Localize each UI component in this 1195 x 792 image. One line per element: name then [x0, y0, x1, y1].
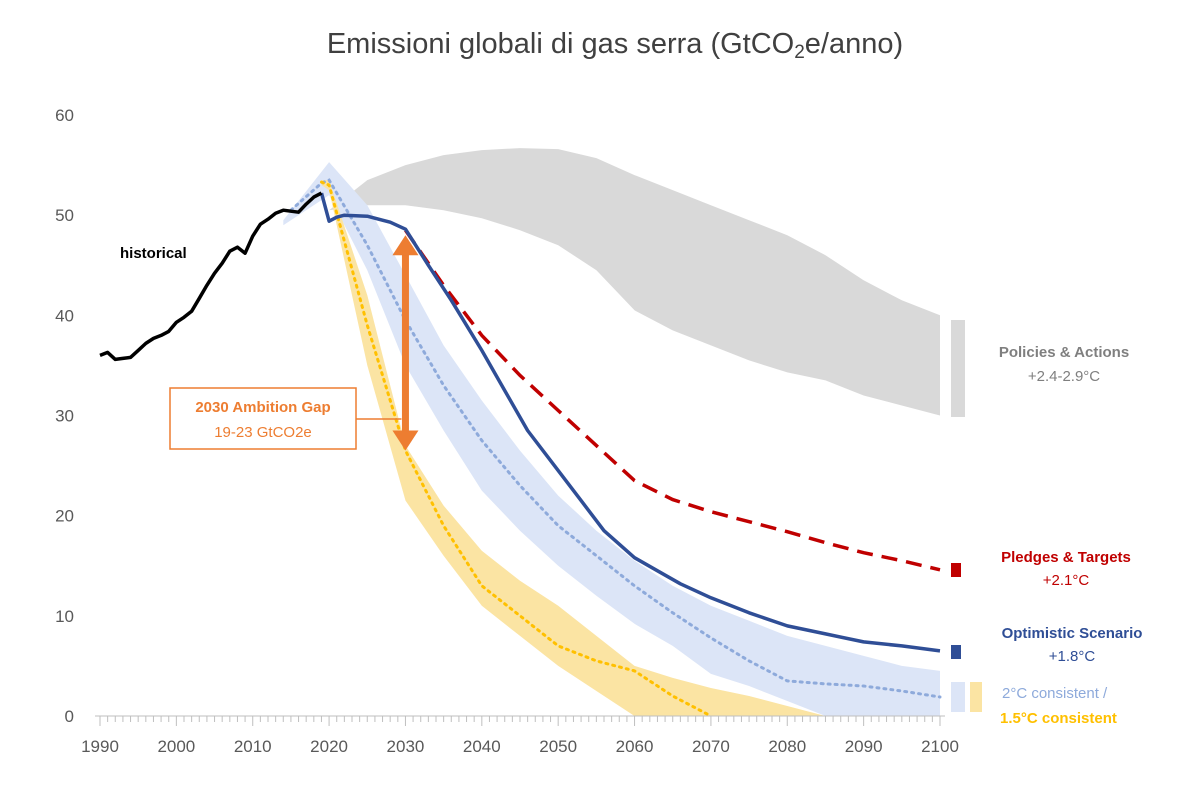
gap-arrow-head-down — [392, 430, 419, 451]
x-tick-label: 2040 — [463, 737, 501, 756]
optimistic-label: Optimistic Scenario — [1002, 625, 1143, 642]
line-1-5c — [320, 180, 713, 718]
x-tick-label: 2010 — [234, 737, 272, 756]
line-2c — [289, 178, 942, 699]
band-2c — [283, 162, 940, 717]
line-historical — [99, 191, 323, 362]
x-tick-label: 2060 — [616, 737, 654, 756]
x-tick-label: 2090 — [845, 737, 883, 756]
gap-box — [169, 387, 357, 450]
line-optimistic — [319, 192, 941, 653]
pledges-temp: +2.1°C — [1043, 572, 1090, 589]
y-tick-label: 20 — [55, 507, 74, 526]
optimistic-temp: +1.8°C — [1049, 648, 1096, 665]
historical-label: historical — [120, 245, 187, 262]
x-tick-label: 2030 — [387, 737, 425, 756]
x-tick-label: 2000 — [157, 737, 195, 756]
policies-legend-bar — [951, 320, 965, 417]
line-pledges — [404, 229, 941, 572]
x-tick-label: 2020 — [310, 737, 348, 756]
y-tick-label: 30 — [55, 407, 74, 426]
x-tick-label: 1990 — [81, 737, 119, 756]
x-tick-label: 2100 — [921, 737, 959, 756]
policies-label: Policies & Actions — [999, 344, 1129, 361]
label-1-5c: 1.5°C consistent — [1000, 710, 1117, 727]
policies-temp: +2.4-2.9°C — [1028, 368, 1100, 385]
y-tick-label: 40 — [55, 306, 74, 325]
policies-band — [329, 148, 941, 416]
band-1-5c-legend — [970, 682, 982, 712]
y-tick-label: 0 — [65, 707, 74, 726]
gap-value: 19-23 GtCO2e — [214, 424, 312, 441]
chart-title: Emissioni globali di gas serra (GtCO2e/a… — [326, 28, 904, 63]
pledges-legend-swatch — [951, 563, 961, 577]
gap-title: 2030 Ambition Gap — [195, 399, 330, 416]
y-tick-label: 60 — [55, 106, 74, 125]
y-tick-label: 50 — [55, 206, 74, 225]
band-2c-legend — [951, 682, 965, 712]
pledges-label: Pledges & Targets — [1001, 549, 1131, 566]
x-tick-label: 2070 — [692, 737, 730, 756]
optimistic-legend-swatch — [951, 645, 961, 659]
y-tick-label: 10 — [55, 607, 74, 626]
gap-arrow-head-up — [392, 235, 419, 256]
label-2c: 2°C consistent / — [1002, 685, 1108, 702]
x-tick-label: 2080 — [768, 737, 806, 756]
x-tick-label: 2050 — [539, 737, 577, 756]
